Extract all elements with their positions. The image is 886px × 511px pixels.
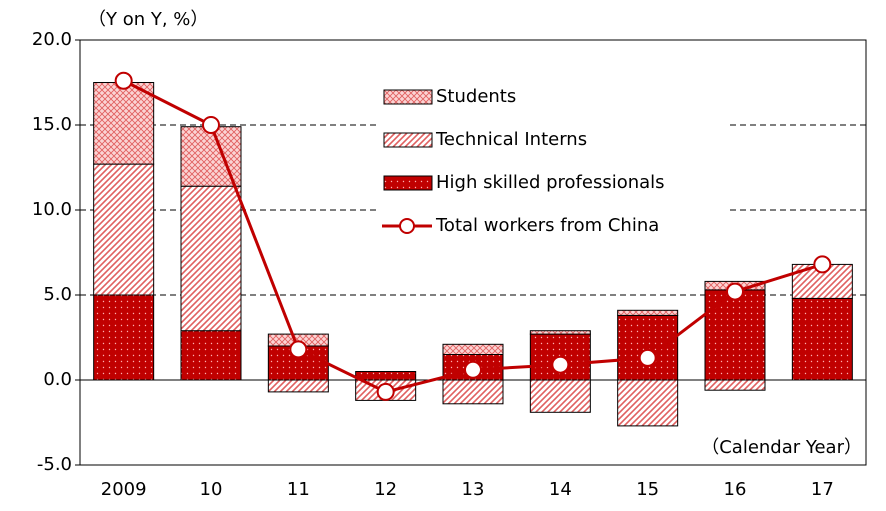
legend-swatch [383,132,433,148]
bar-segment [442,343,504,355]
line-marker [464,360,482,379]
bar-segment [180,330,242,381]
bar-segment [93,163,155,296]
x-tick-label: 17 [811,479,834,500]
legend-marker [399,218,415,234]
bar-segment [529,379,591,413]
line-marker [813,255,832,274]
legend-label: Total workers from China [435,215,659,236]
bar-segment [529,330,591,335]
bar-segment [617,314,679,381]
x-tick-label: 14 [549,479,572,500]
line-marker [289,340,308,359]
y-tick-label: 0.0 [43,369,72,390]
legend-swatch [383,89,433,105]
y-tick-label: 15.0 [32,114,72,135]
line-marker [551,355,570,374]
bar-segment [267,379,329,393]
x-tick-label: 12 [374,479,397,500]
y-tick-label: -5.0 [37,454,72,475]
line-marker [376,382,395,401]
x-tick-label: 2009 [101,479,147,500]
x-tick-label: 10 [200,479,223,500]
legend-bg [376,80,726,245]
line-marker [726,282,744,301]
legend-swatch [383,175,433,191]
legend-label: High skilled professionals [436,172,665,193]
y-tick-label: 10.0 [32,199,72,220]
bar-segment [93,294,155,381]
bar-segment [791,297,853,381]
bar-segment [93,82,155,165]
bar-segment [704,289,766,381]
line-marker [114,71,133,90]
bar-segment [355,371,417,381]
bar-segment [442,379,504,405]
y-tick-label: 20.0 [32,29,72,50]
x-axis-label: （Calendar Year） [701,437,862,458]
x-tick-label: 13 [462,479,485,500]
bar-segment [180,185,242,332]
line-marker [638,348,657,367]
legend-label: Technical Interns [435,129,587,150]
bar-segment [704,379,766,391]
y-axis-label: （Y on Y, %） [88,9,208,30]
x-tick-label: 11 [287,479,310,500]
bar-segment [617,379,679,427]
bar-segment [617,309,679,316]
line-marker [202,116,220,134]
y-tick-label: 5.0 [43,284,72,305]
legend-label: Students [436,86,516,107]
plot-frame [79,39,867,466]
x-tick-label: 16 [724,479,747,500]
x-tick-label: 15 [636,479,659,500]
